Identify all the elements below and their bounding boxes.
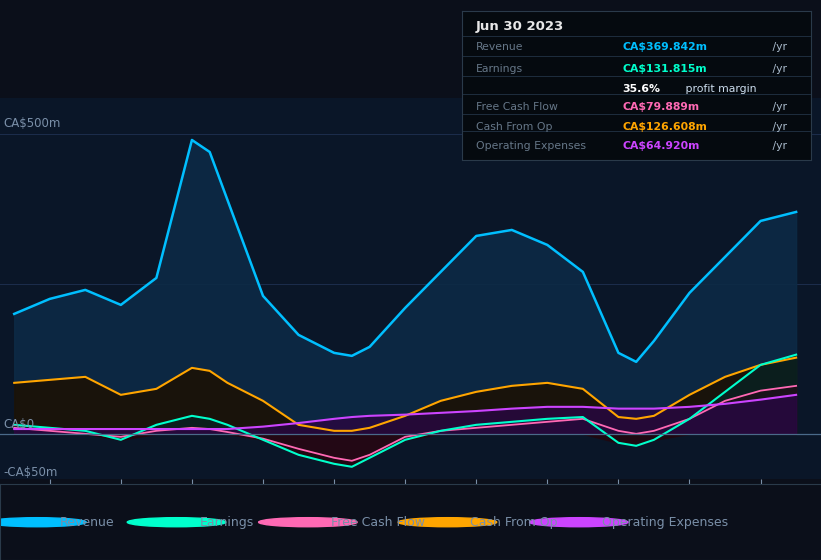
- Text: CA$126.608m: CA$126.608m: [623, 122, 708, 132]
- Text: -CA$50m: -CA$50m: [3, 466, 57, 479]
- Circle shape: [398, 517, 497, 527]
- Circle shape: [127, 517, 226, 527]
- Text: Free Cash Flow: Free Cash Flow: [331, 516, 424, 529]
- Circle shape: [259, 517, 357, 527]
- Text: Cash From Op: Cash From Op: [476, 122, 553, 132]
- Text: /yr: /yr: [769, 43, 787, 53]
- Text: CA$369.842m: CA$369.842m: [623, 43, 708, 53]
- Text: Earnings: Earnings: [200, 516, 254, 529]
- Text: /yr: /yr: [769, 141, 787, 151]
- Text: Free Cash Flow: Free Cash Flow: [476, 102, 558, 113]
- Text: profit margin: profit margin: [682, 84, 756, 94]
- Text: CA$0: CA$0: [3, 418, 34, 431]
- Text: Revenue: Revenue: [60, 516, 115, 529]
- Text: Operating Expenses: Operating Expenses: [602, 516, 728, 529]
- Circle shape: [0, 517, 86, 527]
- Text: /yr: /yr: [769, 122, 787, 132]
- Text: Jun 30 2023: Jun 30 2023: [476, 20, 564, 33]
- Text: CA$500m: CA$500m: [3, 117, 61, 130]
- Text: Cash From Op: Cash From Op: [470, 516, 558, 529]
- Text: Revenue: Revenue: [476, 43, 524, 53]
- Text: /yr: /yr: [769, 64, 787, 74]
- Text: Earnings: Earnings: [476, 64, 523, 74]
- Text: Operating Expenses: Operating Expenses: [476, 141, 586, 151]
- Circle shape: [530, 517, 628, 527]
- Text: 35.6%: 35.6%: [623, 84, 661, 94]
- Text: /yr: /yr: [769, 102, 787, 113]
- Text: CA$131.815m: CA$131.815m: [623, 64, 708, 74]
- Text: CA$79.889m: CA$79.889m: [623, 102, 699, 113]
- Text: CA$64.920m: CA$64.920m: [623, 141, 700, 151]
